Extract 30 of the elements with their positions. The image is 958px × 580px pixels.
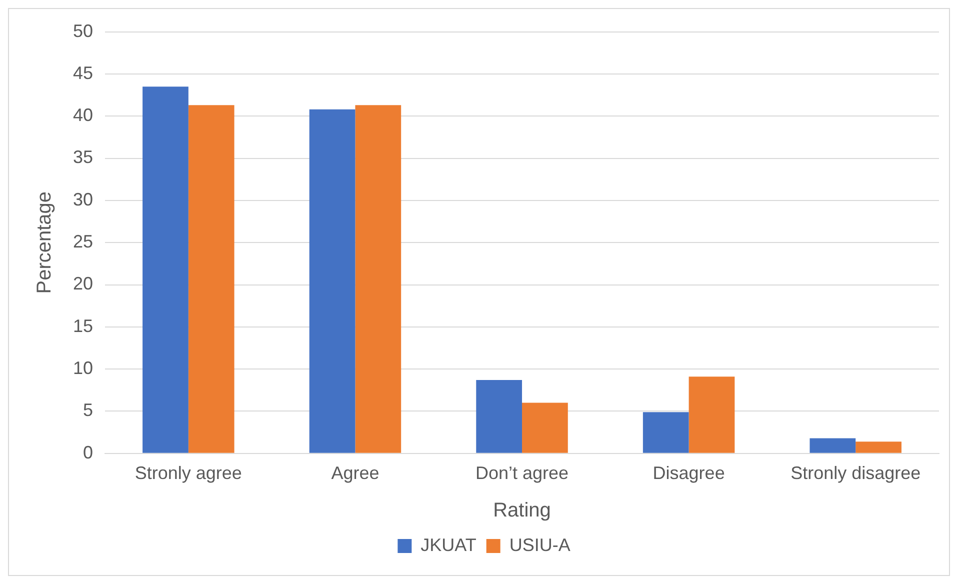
x-tick-label: Stronly agree [134,463,242,484]
bar [309,109,356,453]
x-tick-label: Agree [331,463,380,484]
y-tick-label: 50 [72,20,94,41]
bar [142,86,188,453]
y-tick-label: 10 [72,358,94,378]
bar [522,402,568,453]
bar [642,412,689,453]
y-tick-label: 45 [72,62,94,83]
y-tick-label: 40 [72,105,94,126]
y-tick-label: 5 [83,400,94,420]
bar [355,105,402,453]
bar [810,438,856,453]
y-axis-title: Percentage [34,191,56,294]
y-tick-label: 0 [83,442,94,462]
x-tick-label: Disagree [652,463,725,484]
bar [688,376,735,453]
y-tick-label: 30 [72,189,94,210]
x-tick-label: Stronly disagree [790,463,921,484]
bar [856,442,902,453]
bar [476,380,522,453]
legend-label: JKUAT [420,534,476,555]
bar [188,105,234,453]
y-tick-label: 15 [72,316,94,336]
y-tick-label: 25 [72,232,94,252]
x-tick-label: Don’t agree [475,463,569,484]
legend-label: USIU-A [509,534,570,555]
y-tick-label: 20 [72,274,94,294]
y-tick-label: 35 [72,147,94,168]
x-axis-title: Rating [493,500,551,522]
